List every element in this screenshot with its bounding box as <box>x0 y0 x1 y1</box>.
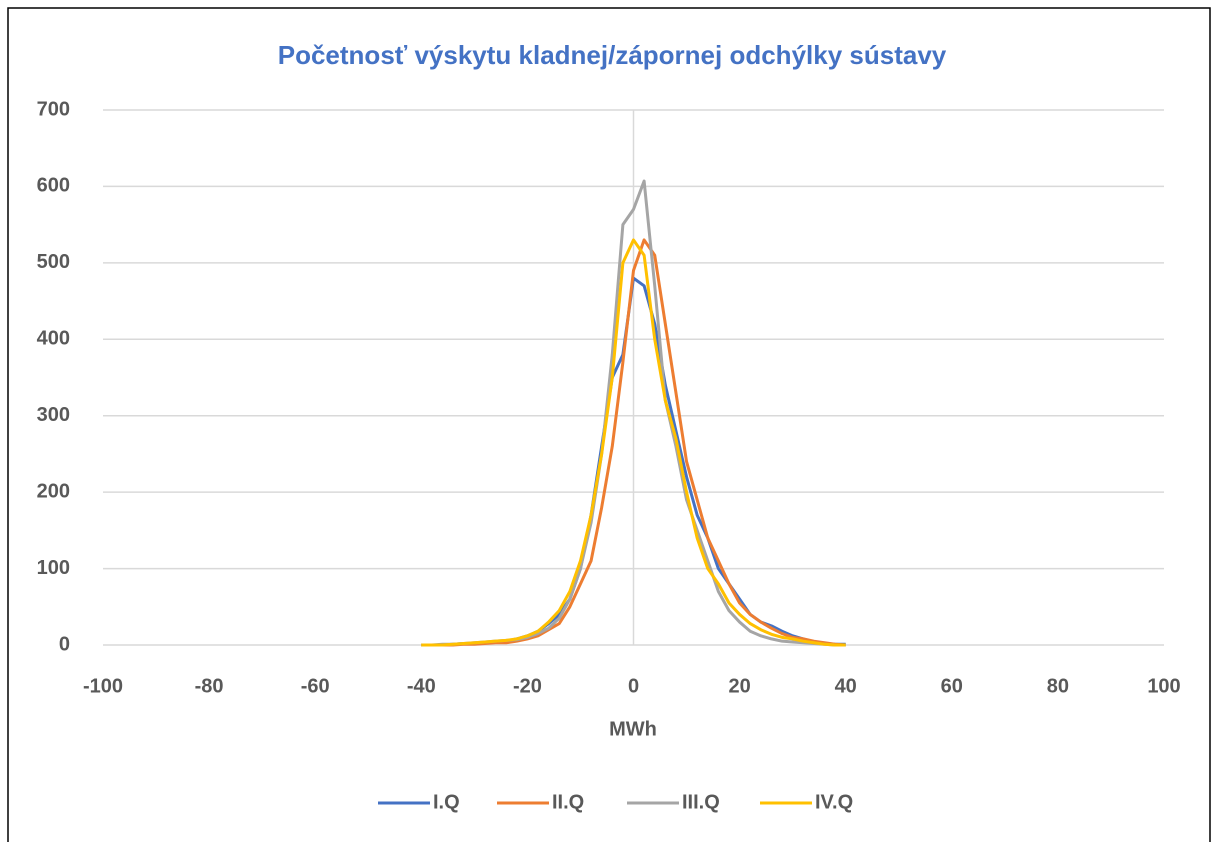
x-tick-label: -20 <box>513 675 542 697</box>
x-tick-label: -80 <box>195 675 224 697</box>
x-axis-label: MWh <box>609 718 657 740</box>
y-tick-label: 700 <box>37 98 70 120</box>
x-tick-label: -100 <box>83 675 123 697</box>
series-line <box>421 238 846 647</box>
y-tick-label: 600 <box>37 175 70 197</box>
y-tick-label: 200 <box>37 480 70 502</box>
x-tick-label: 100 <box>1147 675 1180 697</box>
x-tick-label: 60 <box>941 675 963 697</box>
x-tick-label: -40 <box>407 675 436 697</box>
x-tick-label: 40 <box>835 675 857 697</box>
series-line <box>421 238 846 647</box>
y-tick-label: 400 <box>37 328 70 350</box>
y-tick-label: 300 <box>37 404 70 426</box>
chart-title: Početnosť výskytu kladnej/zápornej odchý… <box>278 40 947 70</box>
legend-label: II.Q <box>552 791 584 813</box>
legend-label: III.Q <box>682 791 720 813</box>
legend-label: IV.Q <box>815 791 853 813</box>
chart-frame <box>7 7 1211 847</box>
y-tick-label: 100 <box>37 557 70 579</box>
legend-label: I.Q <box>433 791 460 813</box>
y-tick-label: 0 <box>59 633 70 655</box>
x-tick-label: 20 <box>728 675 750 697</box>
x-tick-label: 0 <box>628 675 639 697</box>
x-tick-label: 80 <box>1047 675 1069 697</box>
y-tick-label: 500 <box>37 251 70 273</box>
x-tick-label: -60 <box>301 675 330 697</box>
